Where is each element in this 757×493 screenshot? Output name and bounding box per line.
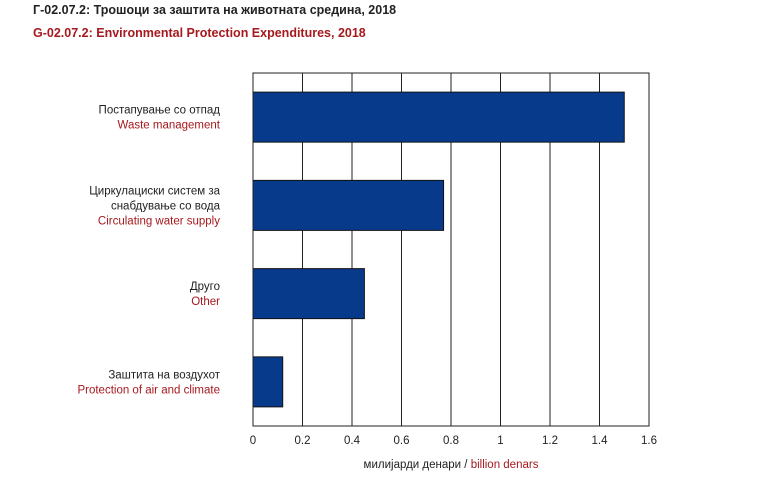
x-tick-label: 0 (250, 435, 256, 447)
plot-area-frame (252, 72, 650, 427)
bar (252, 356, 284, 408)
x-tick-label: 0.6 (394, 435, 410, 447)
x-tick-label: 1.4 (592, 435, 609, 447)
category-label-en: Waste management (118, 120, 221, 132)
category-label-en: Other (191, 296, 220, 308)
x-axis-tick-labels: 0 0.2 0.4 0.6 0.8 1 1.2 1.4 1.6 (250, 435, 657, 447)
bar (252, 179, 445, 231)
x-axis-title-mk: милијарди денари / (364, 459, 471, 471)
category-label-mk: Постапување со отпад (99, 105, 221, 117)
category-label-en: Protection of air and climate (77, 384, 220, 396)
chart-title-mk: Г-02.07.2: Трошоци за заштита на животна… (33, 3, 397, 17)
x-tick-label: 1 (497, 435, 503, 447)
chart-title-en: G-02.07.2: Environmental Protection Expe… (33, 26, 366, 40)
category-label-mk: Циркулациски систем за (89, 185, 220, 197)
x-tick-label: 0.8 (443, 435, 459, 447)
category-label-en: Circulating water supply (98, 215, 220, 227)
category-label-mk: Заштита на воздухот (108, 369, 220, 381)
category-label-mk: Друго (190, 281, 220, 293)
bar (252, 91, 625, 143)
x-tick-label: 0.4 (344, 435, 361, 447)
x-tick-label: 1.6 (641, 435, 657, 447)
x-tick-label: 0.2 (295, 435, 311, 447)
bars (252, 91, 625, 408)
x-axis-title-en: billion denars (471, 459, 539, 471)
x-axis-title: милијарди денари / billion denars (364, 459, 539, 471)
x-tick-label: 1.2 (542, 435, 558, 447)
bar (252, 268, 365, 320)
category-label-mk: снабдување со вода (111, 200, 221, 212)
category-labels: Постапување со отпад Waste management Цирк… (77, 105, 220, 397)
